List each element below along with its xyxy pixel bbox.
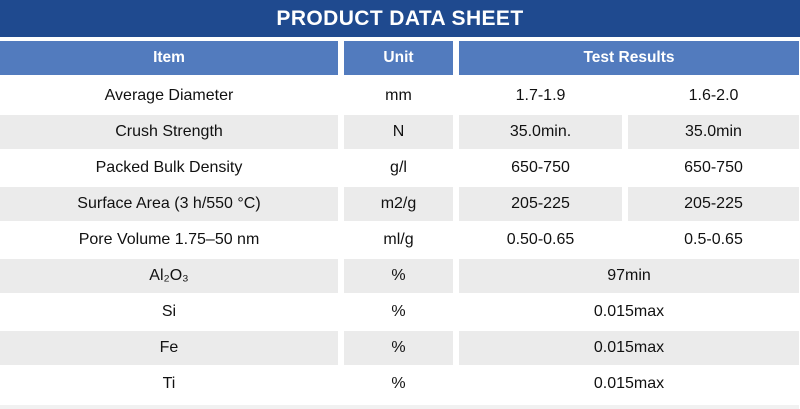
column-header-item: Item: [0, 41, 338, 75]
cell-result-a: 1.7-1.9: [459, 79, 622, 113]
cell-result: 0.015max: [459, 331, 799, 365]
cell-item: Average Diameter: [0, 79, 338, 113]
page-title: PRODUCT DATA SHEET: [276, 6, 524, 30]
cell-item: Al₂O₃: [0, 259, 338, 293]
cell-result-b: 35.0min: [628, 115, 799, 149]
cell-result-a: 650-750: [459, 151, 622, 185]
table-header-row: Item Unit Test Results: [0, 41, 799, 75]
cell-unit: ml/g: [344, 223, 453, 257]
cell-item: Surface Area (3 h/550 °C): [0, 187, 338, 221]
cell-result-b: 0.5-0.65: [628, 223, 799, 257]
cell-unit: N: [344, 115, 453, 149]
cell-result-a: 0.50-0.65: [459, 223, 622, 257]
column-header-test-results: Test Results: [459, 41, 799, 75]
cell-unit: g/l: [344, 151, 453, 185]
cell-result-a: 205-225: [459, 187, 622, 221]
cell-unit: %: [344, 295, 453, 329]
cell-unit: %: [344, 331, 453, 365]
cell-result-b: 650-750: [628, 151, 799, 185]
cell-item: Pore Volume 1.75–50 nm: [0, 223, 338, 257]
cell-result-b: 1.6-2.0: [628, 79, 799, 113]
cell-item: Fe: [0, 331, 338, 365]
partial-next-row: [0, 405, 799, 409]
cell-unit: %: [344, 367, 453, 401]
cell-unit: mm: [344, 79, 453, 113]
cell-item: Crush Strength: [0, 115, 338, 149]
cell-result-a: 35.0min.: [459, 115, 622, 149]
cell-result: 0.015max: [459, 295, 799, 329]
cell-result-b: 205-225: [628, 187, 799, 221]
cell-item: Ti: [0, 367, 338, 401]
title-bar: PRODUCT DATA SHEET: [0, 0, 800, 37]
cell-item: Si: [0, 295, 338, 329]
cell-result: 0.015max: [459, 367, 799, 401]
cell-item: Packed Bulk Density: [0, 151, 338, 185]
cell-unit: %: [344, 259, 453, 293]
column-header-unit: Unit: [344, 41, 453, 75]
cell-result: 97min: [459, 259, 799, 293]
table-body: Average Diameter mm 1.7-1.9 1.6-2.0 Crus…: [0, 79, 799, 401]
cell-unit: m2/g: [344, 187, 453, 221]
